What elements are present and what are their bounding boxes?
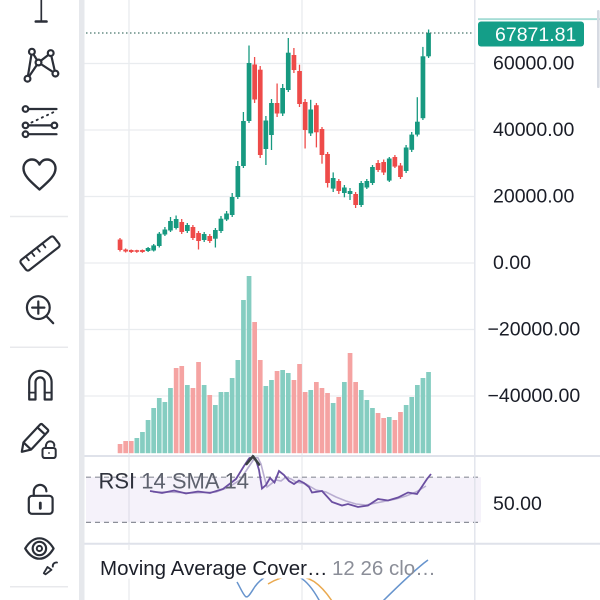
svg-text:Moving Average Cover…: Moving Average Cover… <box>100 557 328 580</box>
svg-text:0.00: 0.00 <box>493 252 531 274</box>
svg-text:40000.00: 40000.00 <box>493 119 574 141</box>
svg-text:60000.00: 60000.00 <box>493 53 574 75</box>
svg-text:−40000.00: −40000.00 <box>488 385 581 407</box>
svg-text:67871.81: 67871.81 <box>495 24 576 46</box>
svg-text:−20000.00: −20000.00 <box>488 319 581 341</box>
svg-text:20000.00: 20000.00 <box>493 186 574 208</box>
svg-text:12 26 clo…: 12 26 clo… <box>332 557 436 580</box>
svg-text:RSI 14 SMA 14: RSI 14 SMA 14 <box>99 468 249 493</box>
svg-text:50.00: 50.00 <box>493 493 542 515</box>
